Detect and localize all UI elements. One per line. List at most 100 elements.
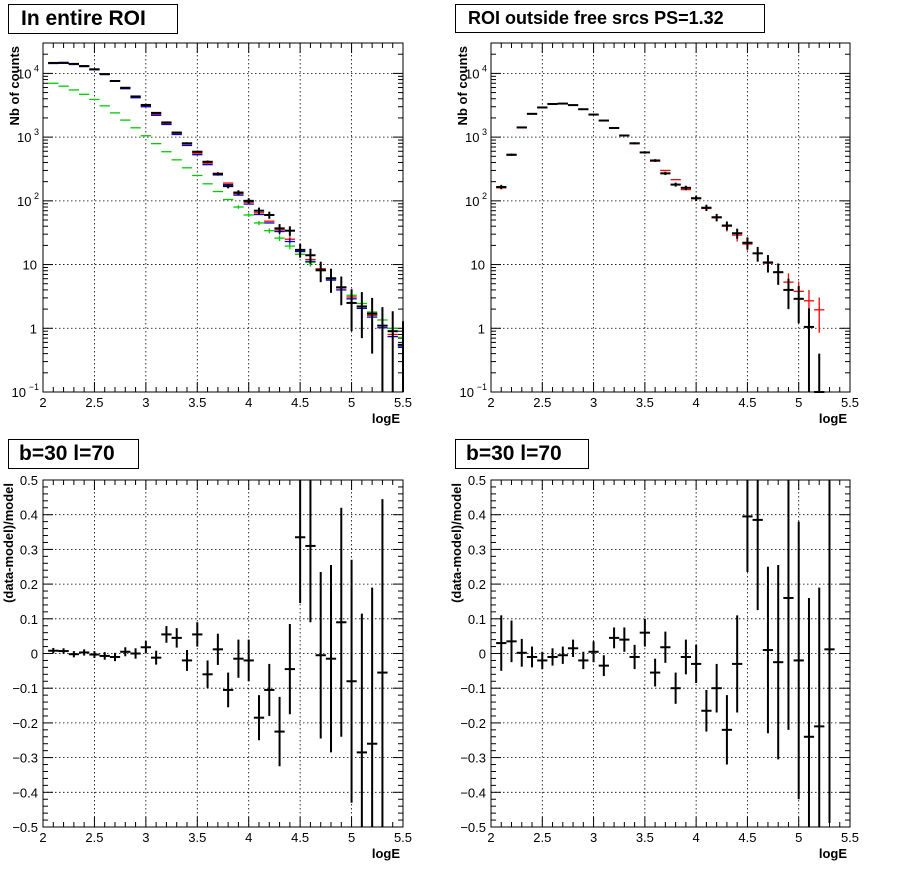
- data-point: [295, 480, 306, 604]
- data-point: [721, 221, 733, 231]
- data-point: [557, 102, 568, 105]
- data-point: [223, 184, 234, 189]
- x-tick-label: 4: [245, 830, 252, 845]
- y-tick-label: 0.5: [20, 473, 38, 488]
- y-tick-label: 0.3: [20, 542, 38, 557]
- series-1: [48, 62, 404, 381]
- data-point: [639, 618, 650, 647]
- data-point: [367, 587, 378, 827]
- data-point: [336, 507, 347, 737]
- x-tick-label: 5: [348, 395, 355, 410]
- data-point: [89, 651, 100, 659]
- data-point: [526, 646, 538, 668]
- y-tick-label: 0.3: [468, 542, 486, 557]
- data-point: [336, 276, 347, 306]
- data-point: [670, 182, 681, 187]
- y-tick-label: 0.2: [20, 577, 38, 592]
- data-point: [356, 613, 367, 827]
- data-point: [762, 566, 774, 734]
- x-tick-label: 4.5: [738, 395, 756, 410]
- title-box-top-right: ROI outside free srcs PS=1.32: [455, 4, 765, 33]
- y-tick-label: −0.5: [12, 820, 38, 835]
- y-tick-label: 0: [31, 647, 38, 662]
- x-tick-label: 3.5: [188, 830, 206, 845]
- data-point: [377, 307, 388, 392]
- data-point: [151, 650, 162, 665]
- data-point: [670, 672, 681, 704]
- x-axis-label: logE: [372, 846, 400, 861]
- data-point: [752, 246, 763, 262]
- data-point: [346, 559, 357, 803]
- y-tick-label: −0.1: [460, 681, 486, 696]
- data-point: [608, 627, 620, 649]
- y-tick-label: 10: [17, 194, 31, 209]
- x-tick-label: 3.5: [636, 395, 654, 410]
- data-point: [496, 184, 507, 190]
- data-point: [130, 95, 141, 98]
- data-point: [691, 195, 702, 201]
- data-point: [109, 652, 121, 662]
- y-tick-label: −0.5: [460, 820, 486, 835]
- series-1: [496, 102, 825, 393]
- data-point: [264, 663, 275, 716]
- data-point: [506, 620, 517, 663]
- data-point: [721, 695, 733, 765]
- data-point: [89, 68, 100, 71]
- data-point: [773, 263, 784, 285]
- data-point: [506, 153, 517, 156]
- x-tick-label: 2: [487, 395, 494, 410]
- x-tick-label: 2: [39, 830, 46, 845]
- y-tick-label: −0.4: [12, 785, 38, 800]
- data-point: [567, 104, 579, 107]
- data-point: [284, 624, 295, 715]
- data-point: [742, 237, 753, 250]
- data-point: [732, 228, 743, 239]
- y-tick-exp: 4: [34, 63, 39, 73]
- x-tick-label: 4: [693, 395, 700, 410]
- data-point: [732, 615, 743, 713]
- data-point: [315, 571, 326, 739]
- data-point: [243, 639, 254, 682]
- data-point: [223, 672, 234, 708]
- data-point: [680, 185, 692, 191]
- data-point: [212, 633, 223, 665]
- plot-frame: [42, 42, 404, 393]
- data-point: [783, 278, 794, 310]
- data-point: [496, 615, 507, 671]
- data-point: [588, 641, 599, 663]
- data-point: [598, 655, 609, 677]
- data-point: [660, 171, 671, 176]
- y-tick-label: 0.5: [468, 473, 486, 488]
- y-tick-label: 10: [17, 66, 31, 81]
- y-tick-exp: −1: [477, 382, 487, 392]
- data-point: [526, 112, 538, 115]
- y-tick-label: 10: [12, 385, 26, 400]
- data-point: [161, 121, 172, 124]
- y-tick-label: 10: [17, 130, 31, 145]
- y-tick-label: −0.1: [12, 681, 38, 696]
- data-point: [161, 626, 172, 643]
- data-point: [660, 631, 671, 663]
- y-tick-label: 1: [478, 321, 485, 336]
- x-tick-label: 3.5: [636, 830, 654, 845]
- x-tick-label: 4: [693, 830, 700, 845]
- data-point: [264, 211, 275, 219]
- data-point: [367, 297, 378, 354]
- data-point: [264, 228, 275, 234]
- data-point: [516, 638, 527, 667]
- y-tick-exp: 2: [34, 191, 39, 201]
- x-tick-label: 5.5: [394, 395, 412, 410]
- data-point: [202, 160, 213, 164]
- data-point: [233, 190, 244, 196]
- x-tick-label: 5: [348, 830, 355, 845]
- data-point: [233, 205, 244, 209]
- x-tick-label: 2.5: [533, 830, 551, 845]
- data-point: [253, 695, 265, 741]
- x-tick-label: 5.5: [841, 830, 859, 845]
- series-0: [496, 480, 835, 827]
- y-tick-label: −0.2: [460, 716, 486, 731]
- data-point: [711, 213, 722, 222]
- data-point: [315, 261, 326, 283]
- data-point: [649, 159, 661, 162]
